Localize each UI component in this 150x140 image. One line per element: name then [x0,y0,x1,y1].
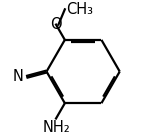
Text: N: N [13,69,24,84]
Text: NH₂: NH₂ [42,120,70,135]
Text: O: O [50,17,62,32]
Text: CH₃: CH₃ [66,2,93,17]
